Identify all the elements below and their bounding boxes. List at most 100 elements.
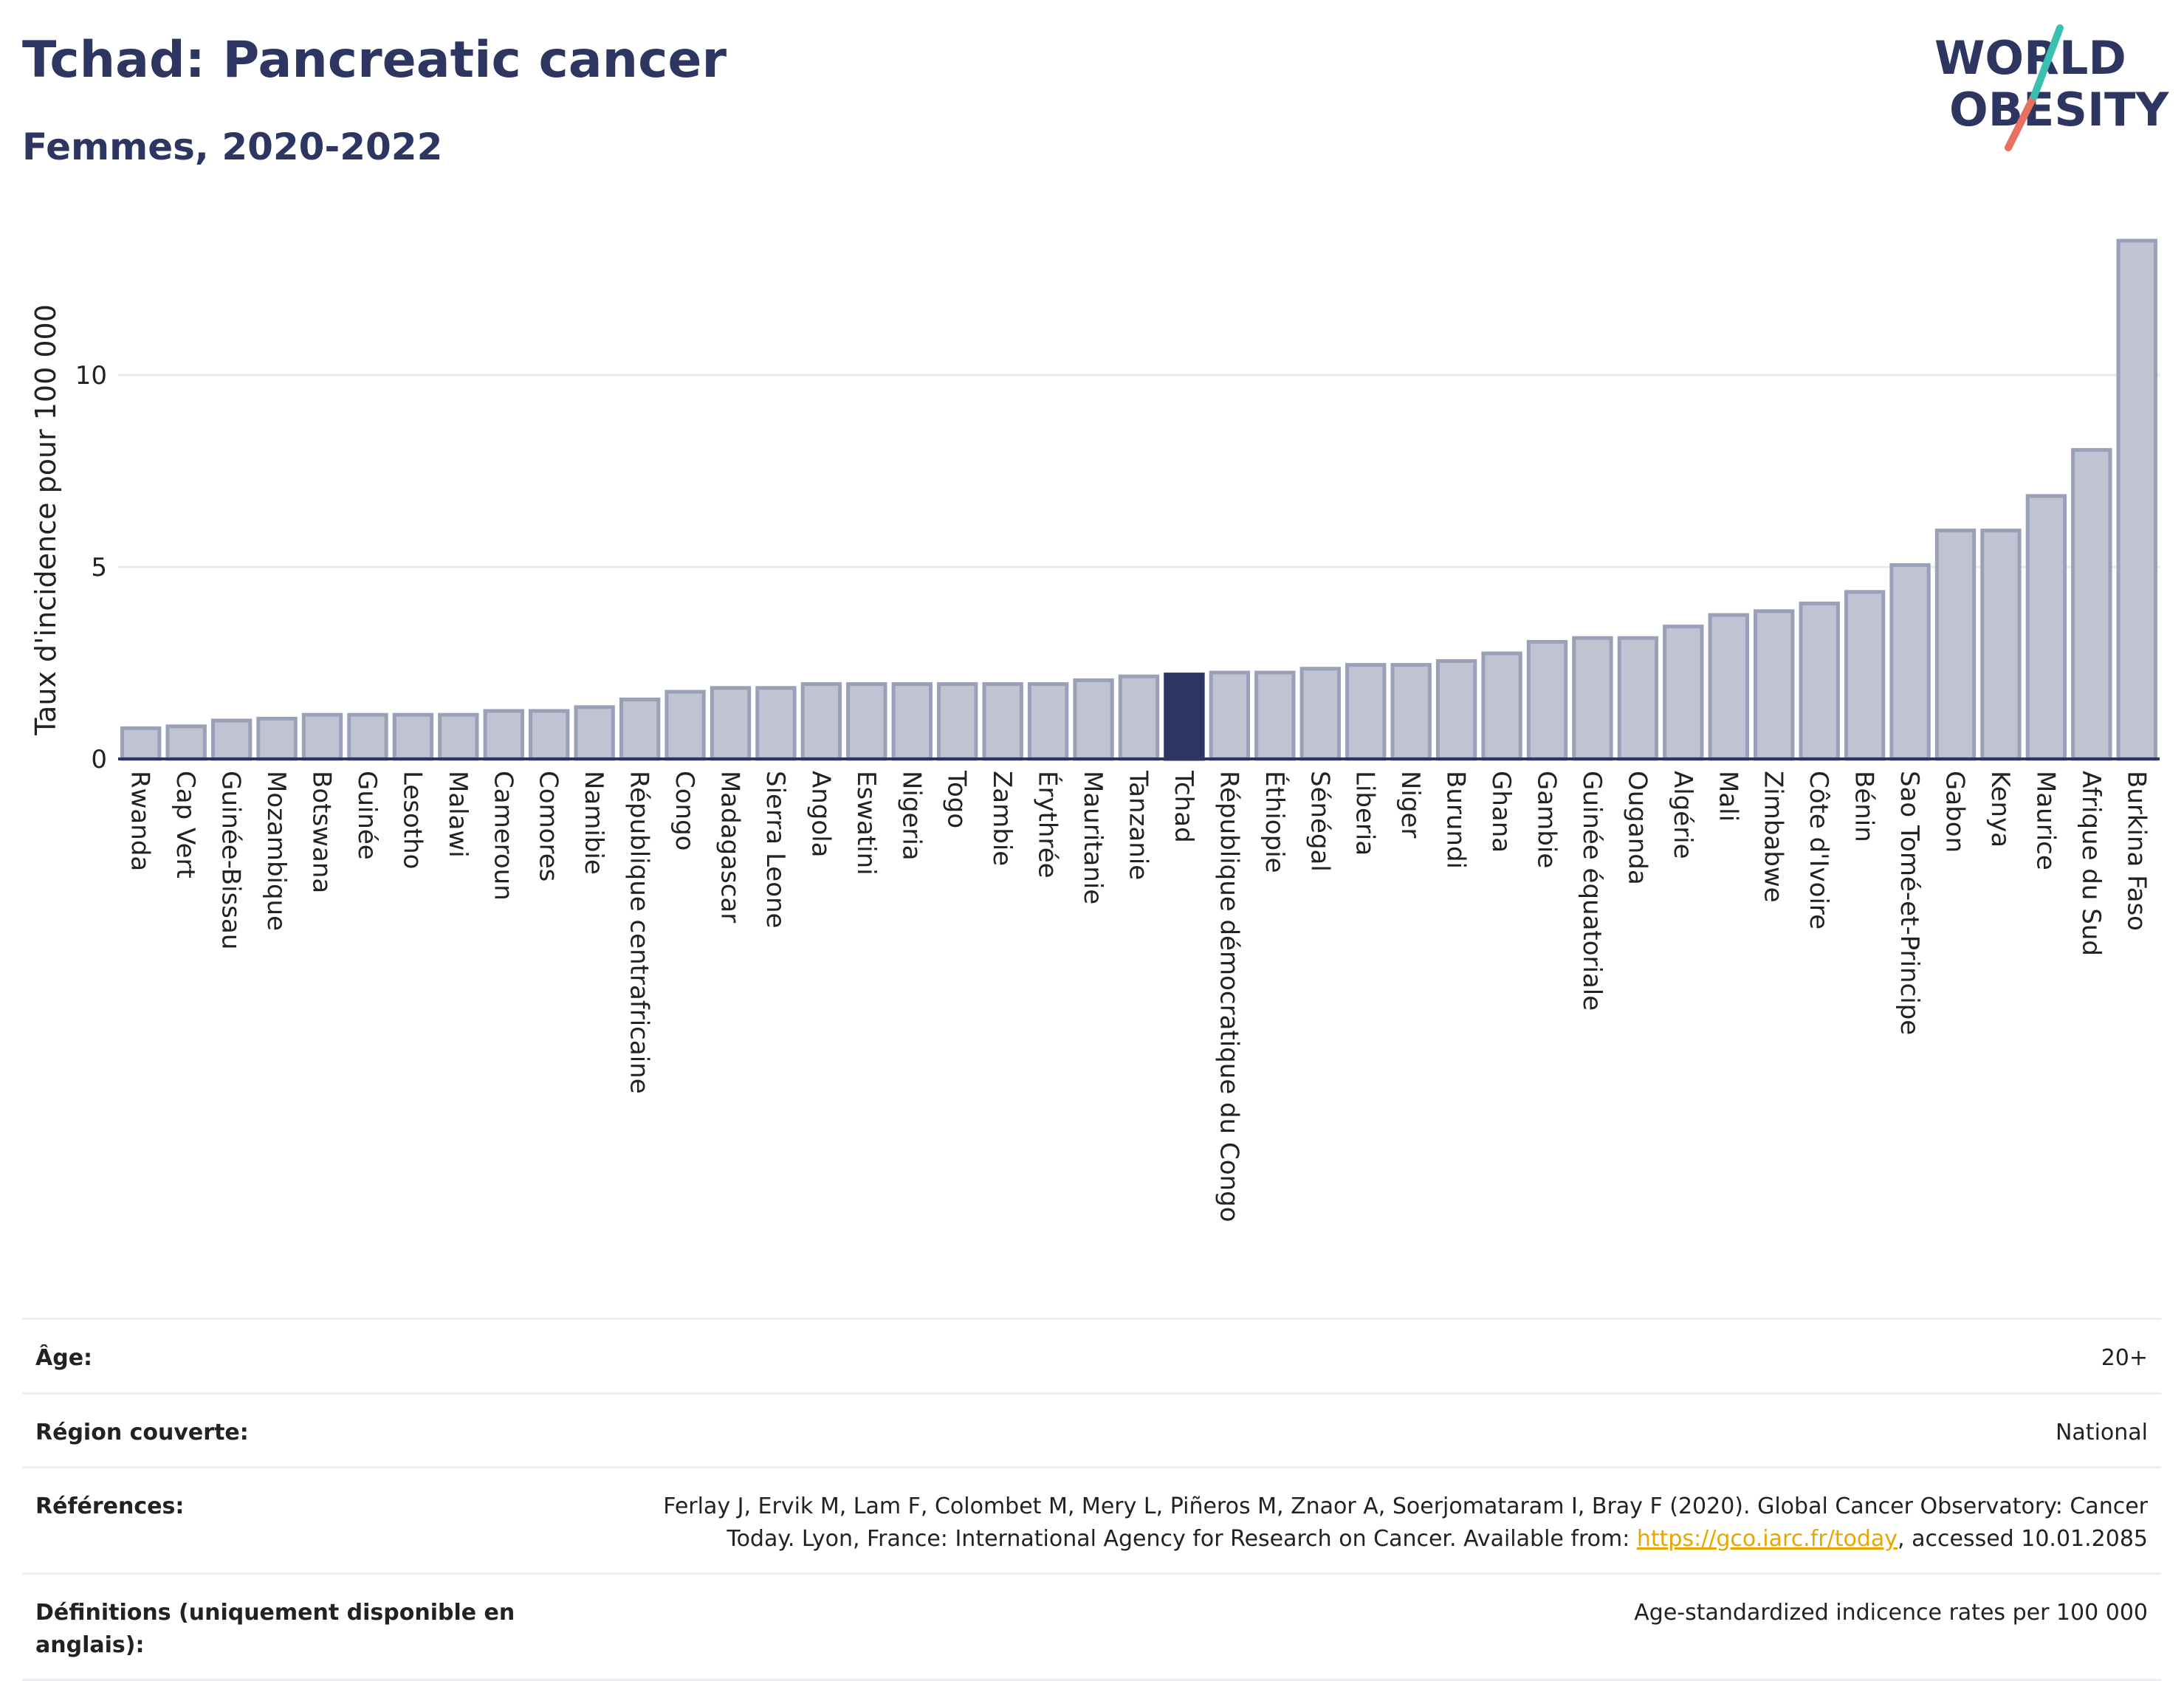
- x-tick-label: Algérie: [1668, 771, 1697, 859]
- x-tick-label: Côte d'Ivoire: [1804, 771, 1833, 929]
- x-tick-label: Togo: [942, 770, 972, 828]
- logo-slash-teal: [2030, 24, 2064, 100]
- bar: [438, 712, 479, 761]
- bar: [256, 716, 298, 761]
- x-tick-label: Burundi: [1441, 771, 1471, 869]
- chart-subtitle: Femmes, 2020-2022: [22, 126, 443, 168]
- bar: [1209, 670, 1251, 761]
- x-tick-label: Cameroun: [488, 771, 518, 901]
- x-tick-label: Congo: [670, 771, 699, 850]
- x-tick-label: Tanzanie: [1124, 770, 1153, 880]
- x-tick-label: Ouganda: [1622, 771, 1652, 885]
- x-tick-label: Nigeria: [896, 771, 926, 861]
- x-tick-label: République démocratique du Congo: [1214, 771, 1243, 1222]
- x-tick-label: Afrique du Sud: [2076, 771, 2106, 956]
- bar: [755, 686, 797, 761]
- x-tick-label: Guinée-Bissau: [216, 771, 246, 949]
- axes: 0 5 10 Taux d'incidence pour 100 000: [30, 304, 2160, 774]
- bar: [1889, 563, 1931, 761]
- bar: [1572, 636, 1613, 761]
- bar: [1708, 613, 1749, 761]
- bar: [301, 712, 343, 761]
- meta-value-definitions: Age-standardized indicence rates per 100…: [1634, 1600, 2148, 1626]
- bar: [710, 686, 752, 761]
- bar: [619, 697, 661, 761]
- category-labels: Rwanda Cap Vert Guinée-Bissau Mozambique Bot…: [126, 770, 2152, 1222]
- bar: [1435, 659, 1477, 761]
- x-tick-label: Lesotho: [397, 771, 427, 869]
- bar: [1073, 678, 1114, 761]
- x-tick-label: Niger: [1395, 771, 1425, 838]
- logo-text-obesity: OBESITY: [1949, 83, 2169, 137]
- x-tick-label: Burkina Faso: [2121, 771, 2151, 931]
- bar: [2025, 494, 2067, 761]
- x-tick-label: Sénégal: [1305, 771, 1334, 872]
- x-tick-label: Mauritanie: [1078, 771, 1108, 904]
- bar: [165, 724, 207, 761]
- meta-value-age: 20+: [2101, 1345, 2148, 1371]
- x-tick-label: Eswatini: [851, 771, 881, 876]
- x-tick-label: Zimbabwe: [1759, 771, 1788, 903]
- bar: [982, 682, 1023, 761]
- x-tick-label: Maurice: [2030, 771, 2060, 870]
- bar: [1663, 625, 1704, 761]
- x-tick-label: Zambie: [987, 771, 1017, 866]
- bar: [1799, 601, 1840, 761]
- x-tick-label: Bénin: [1850, 771, 1879, 842]
- x-tick-label: Ghana: [1486, 771, 1516, 853]
- bar: [937, 682, 978, 761]
- bar: [891, 682, 933, 761]
- bar: [1481, 651, 1522, 761]
- logo-slash-coral: [2005, 92, 2038, 151]
- y-tick-label: 0: [91, 745, 107, 774]
- bar: [2071, 447, 2112, 761]
- x-tick-label: Cap Vert: [171, 771, 200, 879]
- bar: [529, 709, 570, 761]
- bar: [1345, 663, 1387, 761]
- bar: [210, 718, 253, 761]
- x-tick-label: Guinée équatoriale: [1577, 771, 1607, 1011]
- reference-link[interactable]: https://gco.iarc.fr/today: [1636, 1525, 1898, 1552]
- bar: [1980, 529, 2022, 761]
- y-tick-label: 10: [75, 361, 107, 391]
- x-tick-label: Éthiopie: [1260, 771, 1290, 873]
- bar: [1390, 663, 1432, 761]
- metadata-table: Âge: 20+ Région couverte: National Référ…: [22, 1318, 2161, 1681]
- bar: [1299, 667, 1341, 761]
- bar: [1027, 682, 1069, 761]
- x-tick-label: Sierra Leone: [760, 771, 790, 928]
- bar: [483, 709, 524, 761]
- bar: [574, 705, 615, 761]
- bar: [1118, 674, 1160, 761]
- x-tick-label: Malawi: [443, 771, 473, 858]
- bar: [392, 712, 434, 761]
- meta-row-region: Région couverte: National: [22, 1392, 2161, 1467]
- meta-row-references: Références: Ferlay J, Ervik M, Lam F, Co…: [22, 1466, 2161, 1572]
- bar-chart: 0 5 10 Taux d'incidence pour 100 000 Rwanda…: [30, 238, 2160, 1222]
- x-tick-label: Mozambique: [261, 771, 291, 931]
- bar: [120, 726, 162, 761]
- logo-text-world: WORLD: [1934, 31, 2126, 85]
- x-tick-label: Sao Tomé-et-Principe: [1895, 771, 1924, 1035]
- y-tick-label: 5: [91, 553, 107, 582]
- x-tick-label: Liberia: [1350, 771, 1380, 856]
- meta-label-region: Région couverte:: [35, 1419, 249, 1445]
- x-tick-label: Comores: [534, 771, 563, 881]
- bar: [1844, 590, 1886, 761]
- bar: [1526, 639, 1568, 761]
- x-tick-label: République centrafricaine: [625, 771, 654, 1094]
- y-axis-title: Taux d'incidence pour 100 000: [30, 304, 62, 736]
- world-obesity-logo: WORLD OBESITY: [1934, 24, 2169, 151]
- x-tick-label: Namibie: [579, 771, 608, 875]
- meta-value-region: National: [2055, 1419, 2148, 1445]
- meta-label-references: Références:: [35, 1493, 185, 1519]
- bar: [665, 690, 706, 761]
- grid-lines: [118, 374, 2160, 568]
- x-tick-label: Madagascar: [715, 771, 745, 923]
- x-tick-label: Mali: [1713, 771, 1742, 822]
- x-tick-label: Rwanda: [126, 771, 155, 871]
- meta-label-definitions: Définitions (uniquement disponible en an…: [35, 1600, 515, 1658]
- x-tick-label: Kenya: [1985, 771, 2015, 848]
- bar: [1934, 529, 1977, 761]
- bar: [1254, 670, 1296, 761]
